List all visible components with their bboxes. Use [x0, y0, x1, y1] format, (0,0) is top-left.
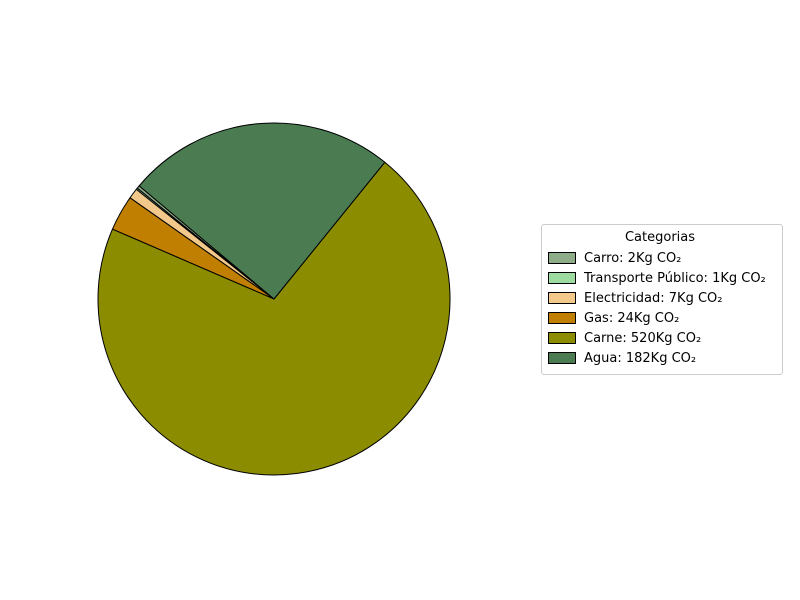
legend-label-1: Transporte Público: 1Kg CO₂	[584, 270, 766, 286]
legend-label-0: Carro: 2Kg CO₂	[584, 250, 682, 266]
legend-swatch-3	[548, 312, 576, 324]
legend-swatch-4	[548, 332, 576, 344]
legend-swatch-2	[548, 292, 576, 304]
legend-label-3: Gas: 24Kg CO₂	[584, 310, 680, 326]
legend-swatch-1	[548, 272, 576, 284]
legend-item-0: Carro: 2Kg CO₂	[548, 248, 772, 268]
legend-label-4: Carne: 520Kg CO₂	[584, 330, 702, 346]
legend-title: Categorias	[624, 230, 696, 245]
pie-slice-5	[138, 122, 386, 300]
legend-label-2: Electricidad: 7Kg CO₂	[584, 290, 723, 306]
chart-legend: Categorias Carro: 2Kg CO₂ Transporte Públ…	[541, 224, 783, 375]
legend-item-4: Carne: 520Kg CO₂	[548, 328, 772, 348]
legend-swatch-5	[548, 352, 576, 364]
legend-item-5: Agua: 182Kg CO₂	[548, 348, 772, 368]
legend-swatch-0	[548, 252, 576, 264]
legend-item-3: Gas: 24Kg CO₂	[548, 308, 772, 328]
pie-slice-4	[97, 161, 451, 476]
legend-items: Carro: 2Kg CO₂ Transporte Público: 1Kg CO…	[548, 248, 772, 368]
legend-item-1: Transporte Público: 1Kg CO₂	[548, 268, 772, 288]
legend-item-2: Electricidad: 7Kg CO₂	[548, 288, 772, 308]
legend-label-5: Agua: 182Kg CO₂	[584, 350, 697, 366]
